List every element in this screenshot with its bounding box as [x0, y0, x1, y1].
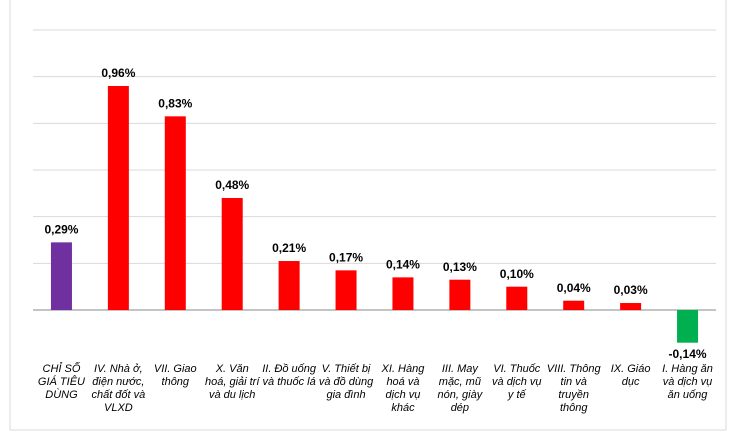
data-label: 0,10%	[500, 267, 534, 281]
x-tick-label: V. Thiết bị và đồ dùng gia đình	[318, 363, 374, 401]
data-label: 0,04%	[557, 281, 591, 295]
data-label: 0,48%	[215, 178, 249, 192]
data-label: -0,14%	[669, 347, 707, 361]
bar	[164, 116, 186, 311]
bar	[506, 286, 528, 311]
data-label: 0,14%	[386, 258, 420, 272]
bar	[335, 270, 357, 311]
data-label: 0,17%	[329, 251, 363, 265]
bar	[392, 277, 414, 311]
x-tick-label: VII. Giao thông	[153, 363, 197, 388]
chart-border	[9, 0, 727, 431]
x-tick-label: IV. Nhà ở, điện nước, chất đốt và VLXD	[91, 363, 146, 414]
data-label: 0,13%	[443, 260, 477, 274]
data-label: 0,96%	[101, 66, 135, 80]
x-tick-label: III. May mặc, mũ nón, giày dép	[437, 363, 483, 414]
bar	[50, 242, 72, 311]
x-tick-label: IX. Giáo dục	[610, 363, 651, 388]
x-tick-label: XI. Hàng hoá và dịch vụ khác	[381, 363, 425, 414]
data-label: 0,83%	[158, 97, 192, 111]
data-label: 0,03%	[614, 283, 648, 297]
data-label: 0,29%	[44, 223, 78, 237]
x-tick-label: CHỈ SỐ GIÁ TIÊU DÙNG	[37, 363, 85, 401]
data-label: 0,21%	[272, 241, 306, 255]
bar	[677, 310, 699, 343]
x-tick-label: I. Hàng ăn và dịch vụ ăn uống	[662, 363, 713, 401]
bar	[620, 303, 642, 311]
bar	[563, 300, 585, 311]
x-tick-label: II. Đồ uống và thuốc lá	[262, 363, 317, 388]
bar	[221, 198, 243, 311]
bar	[278, 261, 300, 311]
bar	[449, 279, 471, 311]
bar	[107, 86, 129, 311]
x-tick-label: X. Văn hoá, giải trí và du lịch	[204, 363, 260, 401]
x-tick-label: VI. Thuốc và dịch vụ y tế	[492, 363, 542, 401]
x-tick-label: VIII. Thông tin và truyền thông	[546, 363, 601, 414]
